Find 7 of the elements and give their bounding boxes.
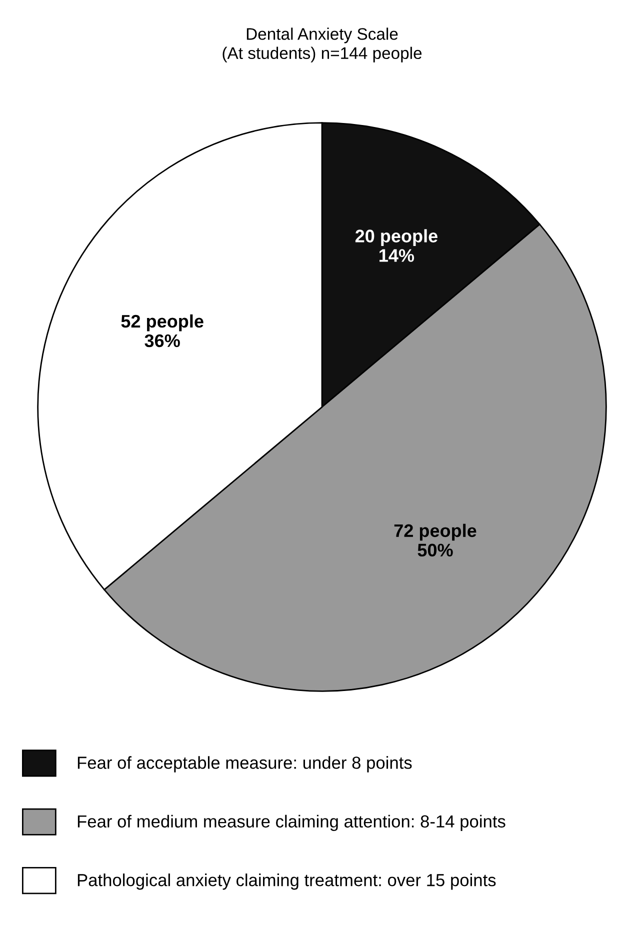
chart-title: Dental Anxiety Scale (At students) n=144 people	[222, 28, 422, 62]
data-label: 20 people 14%	[355, 229, 438, 262]
legend-label: Pathological anxiety claiming treatment: over 15 points	[78, 874, 496, 890]
legend-label: Fear of medium measure claiming attention: 8-14 points	[78, 814, 506, 832]
data-label: 72 people 50%	[394, 524, 476, 557]
data-label: 52 people 36%	[121, 314, 204, 348]
legend-label: Fear of acceptable measure: under 8 points	[78, 756, 412, 772]
